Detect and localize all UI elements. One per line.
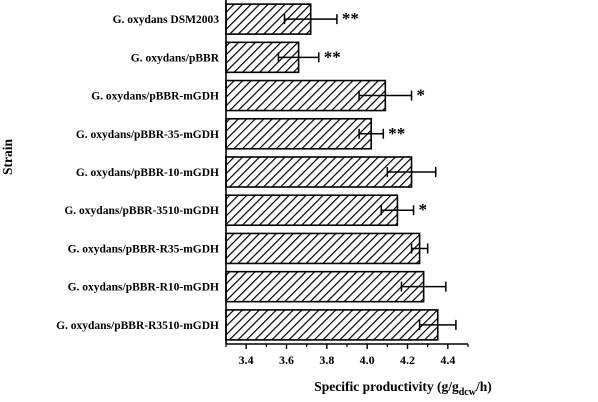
significance-marker: ** (342, 9, 359, 28)
x-tick-label: 4.4 (440, 353, 455, 367)
category-label: G. oxydans/pBBR-mGDH (91, 91, 219, 103)
bar (225, 270, 425, 303)
x-axis-title: Specific productivity (g/gdcw/h) (314, 379, 492, 398)
x-tick-label: 3.8 (319, 353, 334, 367)
significance-marker: ** (324, 47, 341, 66)
significance-marker: ** (388, 124, 405, 143)
x-tick-label: 4.2 (400, 353, 415, 367)
bar (225, 117, 372, 150)
category-label: G. oxydans/pBBR-10-mGDH (76, 167, 219, 179)
significance-marker: * (419, 200, 428, 219)
category-label: G. oxydans/pBBR-R35-mGDH (68, 243, 219, 255)
category-label: G. oxydans DSM2003 (113, 14, 220, 26)
significance-marker: * (417, 86, 426, 105)
category-label: G. oxydans/pBBR (131, 52, 220, 64)
bar (225, 232, 421, 265)
bar (225, 309, 439, 341)
x-tick-label: 4.0 (360, 353, 375, 367)
category-label: G. oxydans/pBBR-3510-mGDH (64, 205, 219, 217)
x-axis-title-subscript: dcw (459, 387, 477, 398)
plot-area: G. oxydans DSM2003 **G. oxydans/pBBR **G. … (56, 0, 469, 367)
bar (225, 156, 413, 188)
x-axis-title-suffix: /h) (475, 379, 492, 394)
x-axis-title-main: Specific productivity (g/g (314, 379, 459, 394)
x-tick-label: 3.6 (279, 353, 294, 367)
x-tick-label: 3.4 (239, 353, 254, 367)
y-axis-title: Strain (0, 139, 15, 175)
category-label: G. oxydans/pBBR-R3510-mGDH (56, 320, 219, 332)
bar (225, 194, 399, 227)
category-label: G. oxydans/pBBR-35-mGDH (76, 129, 219, 141)
category-label: G. oxydans/pBBR-R10-mGDH (68, 282, 219, 294)
